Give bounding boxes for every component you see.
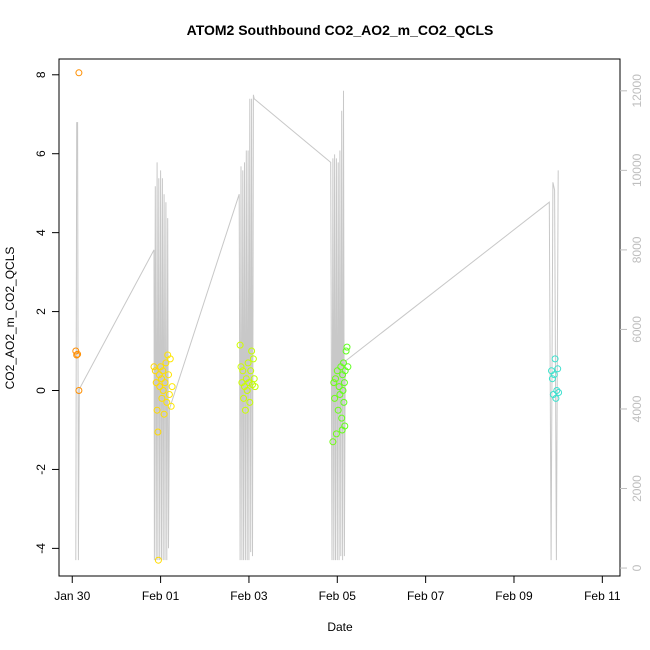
- y-tick-label: -4: [34, 543, 48, 554]
- data-point: [332, 430, 340, 438]
- data-point: [163, 398, 171, 406]
- data-point: [550, 371, 558, 379]
- data-point: [343, 343, 351, 351]
- data-point: [152, 379, 160, 387]
- data-point: [237, 363, 245, 371]
- y-tick-label: -2: [34, 464, 48, 475]
- chart-title: ATOM2 Southbound CO2_AO2_m_CO2_QCLS: [187, 22, 494, 38]
- data-point: [160, 410, 168, 418]
- data-point: [166, 355, 174, 363]
- data-point: [554, 365, 562, 373]
- y2-tick-label: 12000: [630, 74, 644, 108]
- y2-tick-label: 6000: [630, 316, 644, 343]
- data-point: [342, 347, 350, 355]
- data-point: [552, 394, 560, 402]
- plot-frame: [58, 58, 621, 577]
- y2-tick-label: 4000: [630, 395, 644, 422]
- secondary-series-layer: [75, 90, 559, 561]
- data-point: [151, 367, 159, 375]
- y-axis-left: -4 -2 0 2 4 6 8: [34, 71, 59, 554]
- data-point: [245, 379, 253, 387]
- data-point: [335, 383, 343, 391]
- data-point: [241, 406, 249, 414]
- x-axis-label: Date: [327, 620, 353, 634]
- data-point: [153, 406, 161, 414]
- data-point: [246, 398, 254, 406]
- data-point: [165, 371, 172, 379]
- data-point: [159, 367, 167, 375]
- data-point: [156, 383, 164, 391]
- y-tick-label: 2: [34, 308, 48, 315]
- data-point: [249, 355, 257, 363]
- x-axis: Jan 30 Feb 01 Feb 03 Feb 05 Feb 07 Feb 09 Feb …: [54, 576, 621, 603]
- data-point: [334, 406, 342, 414]
- y2-tick-label: 0: [630, 564, 644, 571]
- data-point: [161, 379, 169, 387]
- y2-tick-label: 2000: [630, 475, 644, 502]
- data-point: [75, 387, 83, 394]
- data-point: [74, 350, 82, 358]
- data-point: [155, 371, 163, 379]
- data-point: [553, 387, 561, 394]
- data-point: [341, 422, 349, 430]
- x-tick-label: Feb 07: [407, 589, 445, 603]
- x-tick-label: Feb 05: [319, 589, 357, 603]
- data-point: [251, 383, 259, 391]
- y-axis-right: 0 2000 4000 6000 8000 10000 12000: [620, 74, 644, 571]
- data-point: [158, 375, 165, 383]
- data-point: [333, 367, 341, 375]
- y-tick-label: 4: [34, 229, 48, 236]
- data-point: [344, 363, 352, 371]
- data-point: [247, 367, 255, 375]
- y-tick-label: 0: [34, 387, 48, 394]
- data-point: [162, 359, 170, 367]
- data-point: [340, 398, 348, 406]
- data-point: [244, 359, 252, 367]
- data-point: [551, 355, 559, 363]
- data-point: [158, 394, 166, 402]
- x-tick-label: Feb 01: [142, 589, 180, 603]
- data-point: [168, 383, 176, 391]
- data-points-layer: [72, 69, 563, 564]
- data-point: [157, 363, 165, 371]
- data-point: [73, 351, 81, 359]
- secondary-series-line: [75, 90, 559, 561]
- x-tick-label: Jan 30: [54, 589, 90, 603]
- y-axis-label: CO2_AO2_m_CO2_QCLS: [3, 247, 17, 390]
- y-tick-label: 8: [34, 71, 48, 78]
- data-point: [340, 379, 348, 387]
- data-point: [330, 379, 338, 387]
- x-tick-label: Feb 09: [495, 589, 533, 603]
- data-point: [248, 347, 256, 355]
- data-point: [154, 428, 162, 436]
- data-point: [338, 414, 346, 422]
- y2-tick-label: 10000: [630, 153, 644, 187]
- data-point: [154, 556, 162, 564]
- x-tick-label: Feb 11: [584, 589, 621, 603]
- data-point: [340, 359, 347, 367]
- data-point: [548, 375, 556, 383]
- data-point: [150, 363, 158, 371]
- data-point: [159, 387, 167, 394]
- data-point: [243, 387, 251, 394]
- data-point: [339, 387, 347, 394]
- data-point: [555, 389, 563, 396]
- x-tick-label: Feb 03: [230, 589, 268, 603]
- data-point: [236, 341, 244, 349]
- data-point: [75, 69, 83, 77]
- data-point: [167, 402, 175, 410]
- data-point: [332, 375, 339, 383]
- data-point: [250, 375, 258, 383]
- y2-tick-label: 8000: [630, 236, 644, 263]
- y-tick-label: 6: [34, 150, 48, 157]
- data-point: [239, 367, 247, 375]
- data-point: [329, 438, 337, 446]
- data-point: [331, 394, 339, 402]
- data-point: [240, 394, 248, 402]
- data-point: [165, 391, 173, 398]
